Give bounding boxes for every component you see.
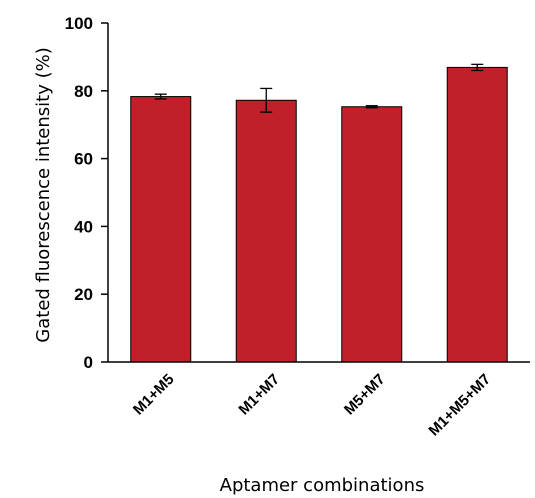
error-bars-group bbox=[154, 63, 484, 113]
bar bbox=[341, 106, 403, 363]
x-axis-title: Aptamer combinations bbox=[220, 475, 425, 496]
x-tick-labels-group: M1+M5 M1+M7 M5+M7 M1+M5+M7 bbox=[130, 371, 494, 440]
x-tick-label: M1+M7 bbox=[235, 371, 283, 419]
x-tick-label: M5+M7 bbox=[341, 371, 389, 419]
y-tick-label: 20 bbox=[74, 285, 93, 304]
bar bbox=[446, 66, 508, 363]
y-tick-label: 100 bbox=[65, 14, 93, 33]
bar bbox=[235, 99, 297, 363]
x-tick-label: M1+M5+M7 bbox=[425, 371, 494, 440]
bar bbox=[130, 96, 192, 363]
y-tick-label: 40 bbox=[74, 217, 93, 236]
y-ticks-group: 0 20 40 60 80 100 bbox=[65, 14, 108, 372]
y-axis-title: Gated fluorescence intensity (%) bbox=[33, 47, 54, 342]
x-tick-label: M1+M5 bbox=[130, 371, 178, 419]
y-tick-label: 80 bbox=[74, 82, 93, 101]
y-tick-label: 0 bbox=[84, 353, 93, 372]
y-tick-label: 60 bbox=[74, 150, 93, 169]
bars-group bbox=[130, 66, 508, 363]
